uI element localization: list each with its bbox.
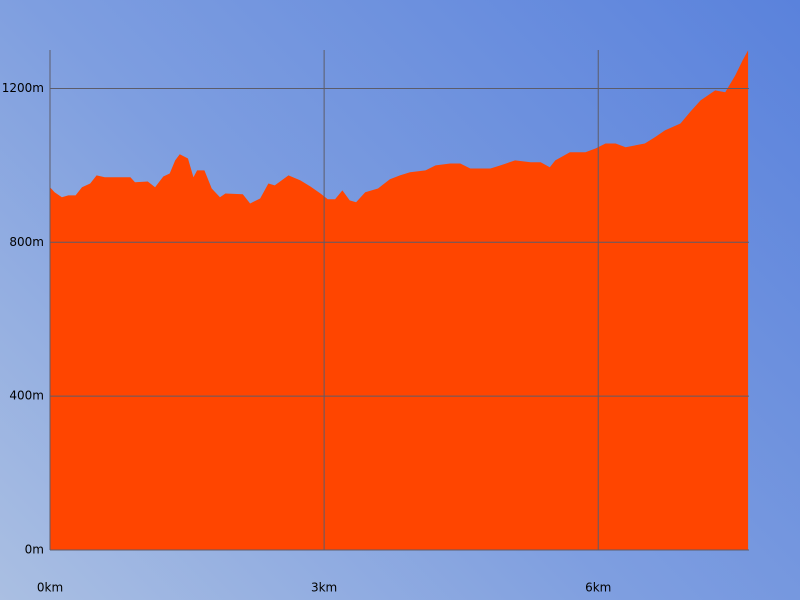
y-tick-label: 1200m [2, 81, 44, 95]
x-tick-label: 6km [585, 581, 611, 595]
y-tick-label: 0m [25, 543, 44, 557]
y-tick-label: 400m [9, 389, 44, 403]
elevation-area [50, 50, 749, 551]
x-tick-label: 3km [311, 581, 337, 595]
x-tick-label: 0km [37, 581, 63, 595]
y-tick-label: 800m [9, 235, 44, 249]
